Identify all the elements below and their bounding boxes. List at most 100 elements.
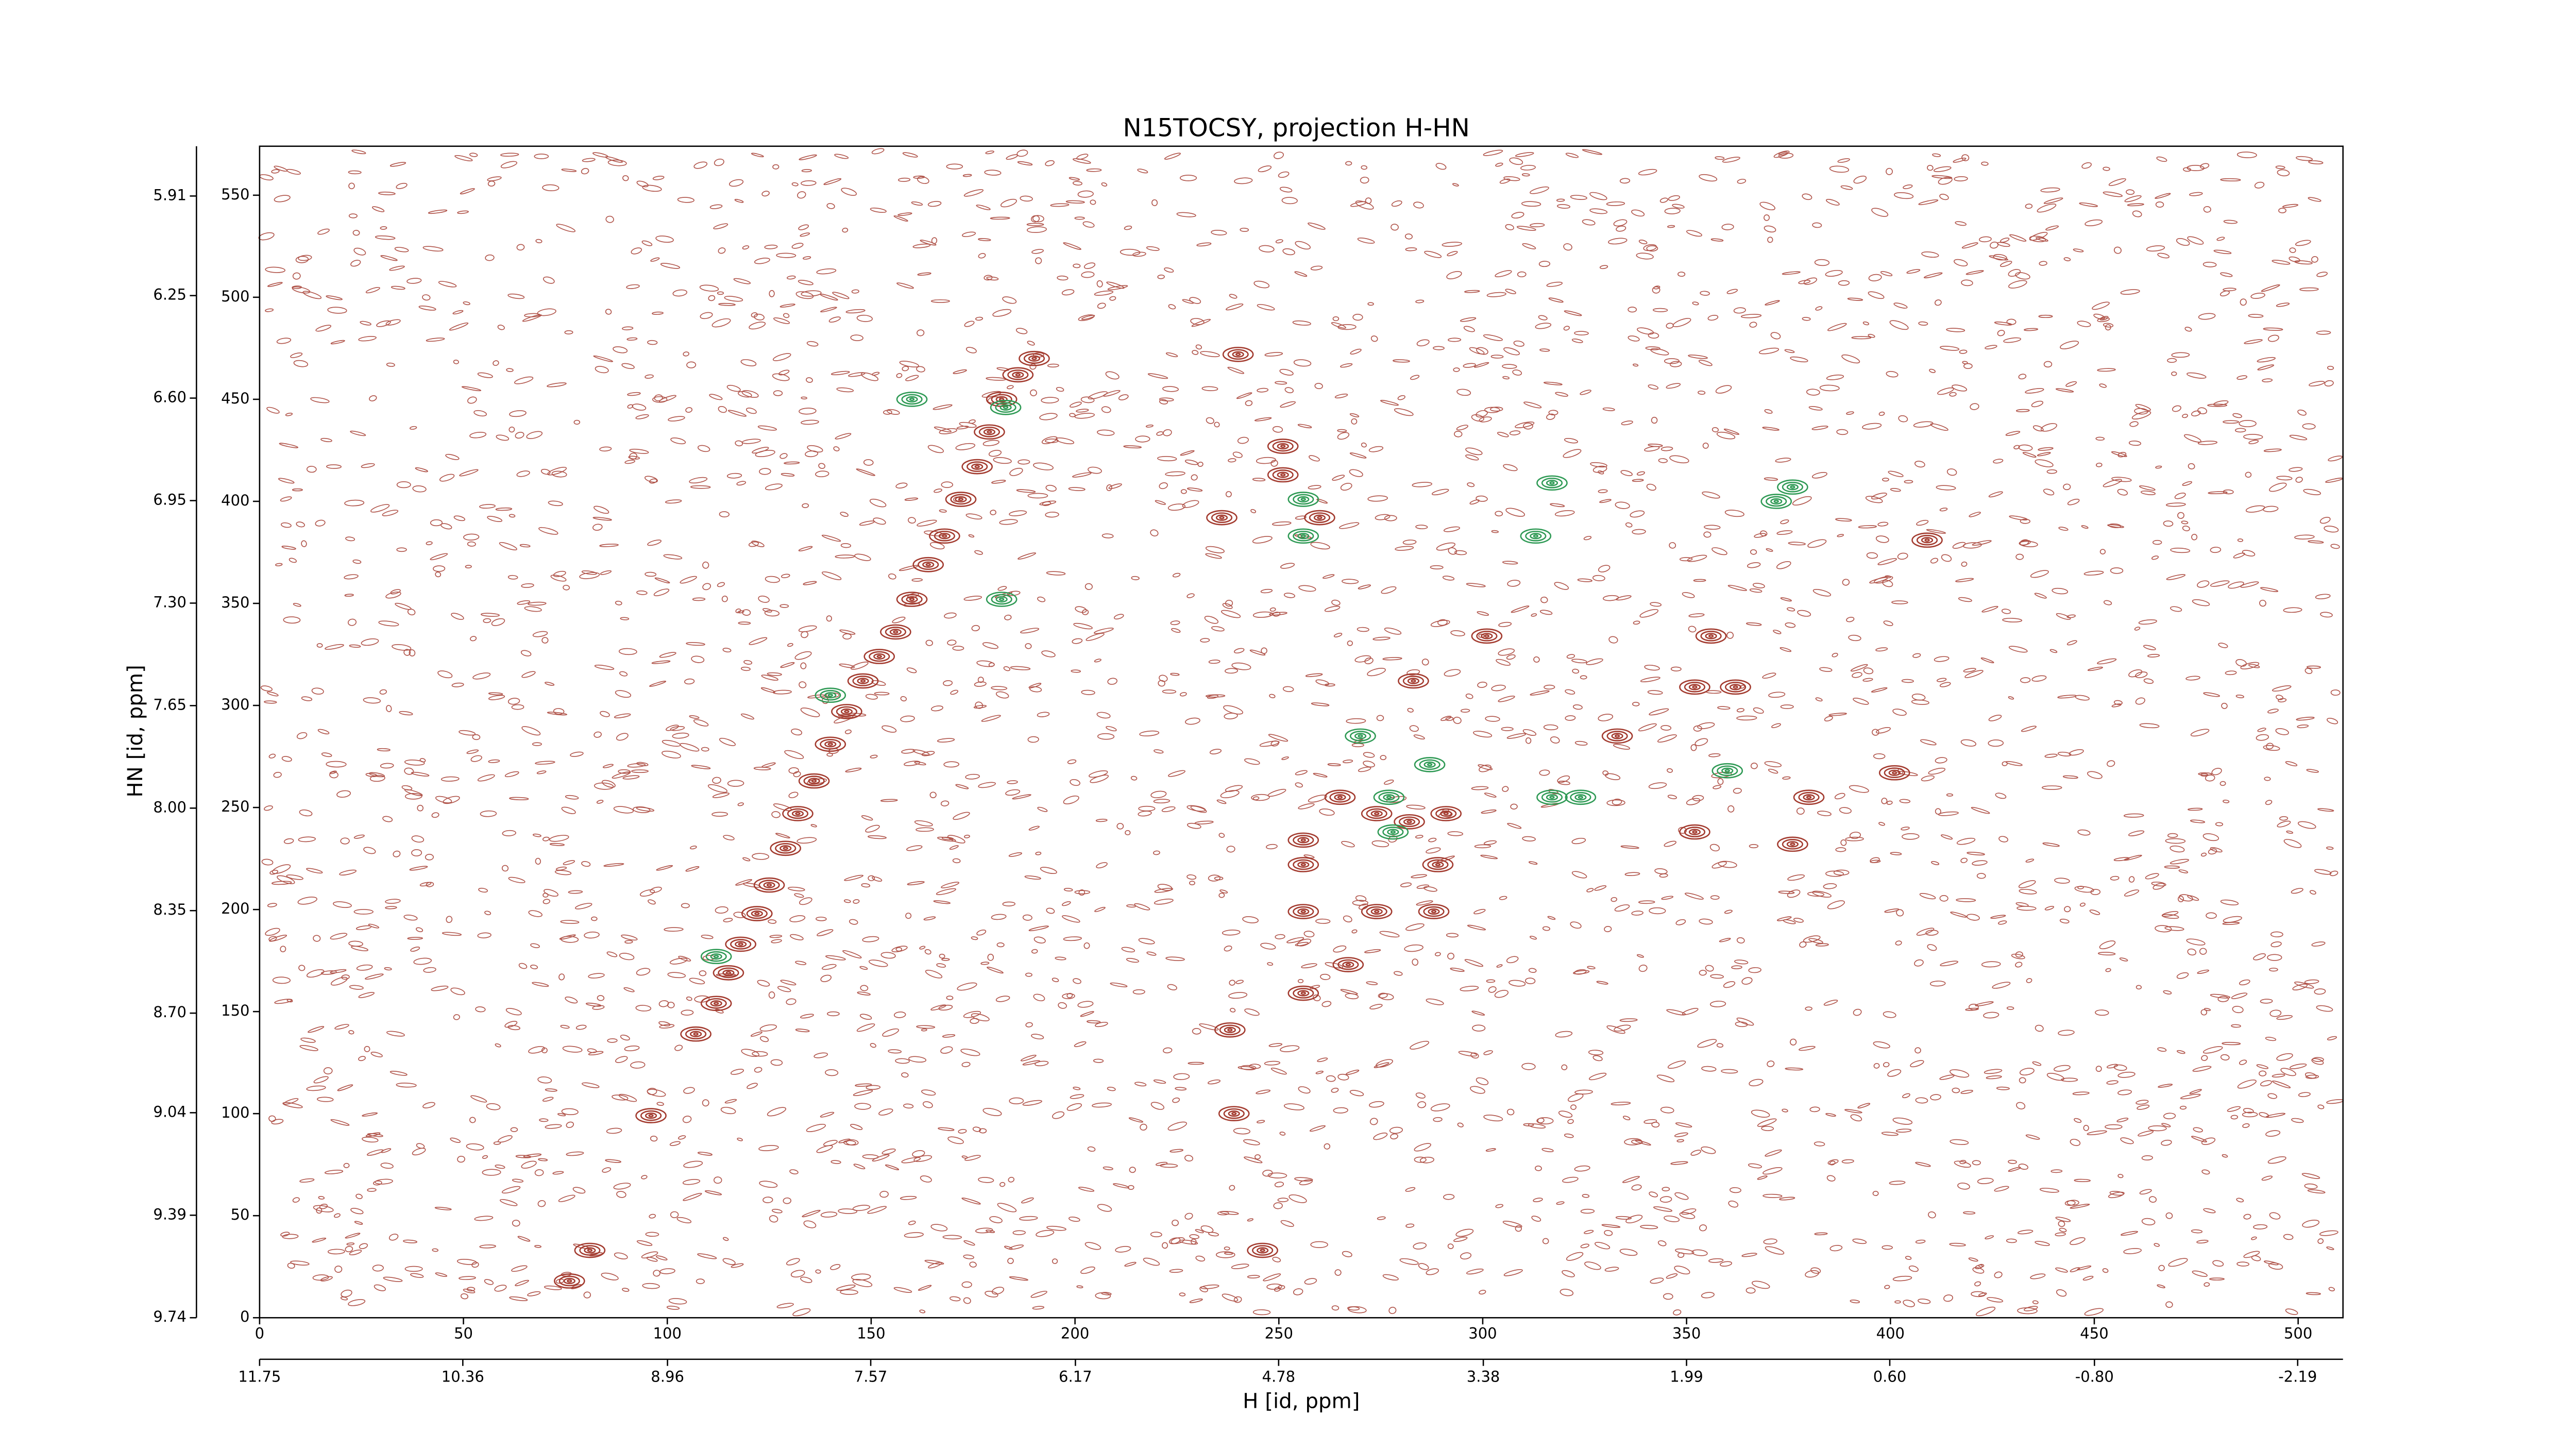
peak: [1471, 628, 1503, 644]
noise-contour: [2019, 1077, 2026, 1084]
noise-contour: [2025, 204, 2033, 209]
peak-contour: [1354, 733, 1367, 739]
noise-contour: [1469, 499, 1480, 505]
noise-contour: [1456, 425, 1468, 431]
noise-contour: [2120, 1137, 2134, 1144]
noise-contour: [2190, 819, 2206, 823]
noise-contour: [330, 340, 345, 345]
peak-contour: [1287, 832, 1319, 848]
noise-contour: [684, 678, 695, 685]
peak-contour: [1406, 820, 1412, 824]
y-tick-label: 350: [221, 594, 249, 611]
noise-contour: [754, 1067, 762, 1073]
noise-contour: [1223, 705, 1243, 715]
noise-contour: [353, 909, 374, 915]
noise-contour: [1414, 1143, 1431, 1152]
noise-contour: [1046, 907, 1055, 914]
peak: [1695, 628, 1727, 644]
noise-contour: [1851, 336, 1872, 340]
noise-contour: [852, 1278, 873, 1287]
noise-contour: [952, 858, 961, 864]
noise-contour: [2225, 670, 2237, 676]
noise-contour: [1453, 431, 1463, 437]
peak-contour: [1684, 827, 1706, 837]
noise-contour: [1566, 654, 1575, 659]
noise-contour: [1530, 223, 1545, 228]
noise-contour: [1082, 221, 1095, 228]
noise-contour: [783, 313, 790, 318]
noise-contour: [2295, 240, 2311, 246]
noise-contour: [939, 428, 957, 434]
noise-contour: [2016, 905, 2037, 911]
noise-contour: [412, 1148, 426, 1156]
noise-contour: [759, 468, 771, 475]
noise-contour: [1721, 224, 1734, 230]
noise-contour: [431, 812, 439, 818]
noise-contour: [1853, 175, 1867, 184]
peak-contour: [1924, 538, 1930, 542]
noise-contour: [618, 769, 631, 774]
noise-contour: [623, 987, 635, 992]
noise-contour: [1580, 1208, 1595, 1214]
noise-contour: [1546, 281, 1563, 287]
noise-contour: [2220, 178, 2241, 182]
noise-contour: [1073, 1086, 1081, 1090]
noise-contour: [553, 570, 566, 577]
noise-contour: [740, 713, 755, 720]
noise-contour: [1960, 857, 1968, 863]
noise-contour: [1070, 1094, 1084, 1099]
noise-contour: [2104, 600, 2112, 605]
noise-contour: [943, 761, 959, 768]
noise-contour: [2243, 434, 2263, 440]
noise-contour: [1260, 942, 1276, 950]
noise-contour: [1405, 247, 1417, 251]
noise-contour: [1364, 657, 1374, 664]
noise-contour: [1954, 1160, 1971, 1168]
noise-contour: [1733, 307, 1746, 314]
noise-contour: [897, 177, 911, 182]
noise-contour: [1163, 1047, 1173, 1054]
peak-contour: [1287, 904, 1319, 919]
peak-contour: [1300, 863, 1306, 867]
peak-contour: [909, 597, 915, 601]
noise-contour: [2285, 1308, 2298, 1315]
noise-contour: [971, 1013, 990, 1022]
noise-contour: [1076, 154, 1089, 160]
noise-contour: [1814, 259, 1830, 266]
noise-contour: [2232, 1005, 2244, 1014]
peak-contour: [1028, 355, 1041, 362]
noise-contour: [1055, 956, 1066, 961]
noise-contour: [530, 943, 540, 948]
noise-contour: [840, 512, 849, 517]
peak: [1214, 1022, 1246, 1038]
noise-contour: [1088, 391, 1108, 400]
noise-contour: [1803, 935, 1821, 943]
noise-contour: [1826, 374, 1844, 380]
noise-contour: [459, 1276, 476, 1280]
x2-tick-label: 6.17: [1059, 1368, 1092, 1385]
noise-contour: [888, 1049, 902, 1054]
noise-contour: [612, 771, 631, 779]
noise-contour: [2164, 926, 2184, 931]
peak-contour: [753, 877, 785, 893]
noise-contour: [2165, 838, 2186, 844]
noise-contour: [532, 982, 549, 987]
noise-contour: [568, 890, 583, 894]
noise-contour: [1767, 237, 1773, 243]
noise-contour: [895, 947, 903, 952]
y-tick-label: 200: [221, 900, 249, 917]
peak-contour: [1378, 791, 1400, 803]
noise-contour: [1778, 151, 1788, 156]
noise-contour: [2202, 1046, 2223, 1054]
noise-contour: [1140, 1123, 1147, 1131]
noise-contour: [592, 524, 603, 531]
noise-contour: [553, 708, 565, 715]
noise-contour: [1740, 314, 1762, 318]
noise-contour: [2253, 953, 2266, 961]
noise-contour: [1790, 1038, 1797, 1046]
noise-contour: [364, 1046, 370, 1052]
noise-contour: [382, 510, 399, 516]
noise-contour: [1057, 275, 1069, 281]
peak-contour: [852, 676, 874, 686]
noise-contour: [2148, 1125, 2167, 1132]
